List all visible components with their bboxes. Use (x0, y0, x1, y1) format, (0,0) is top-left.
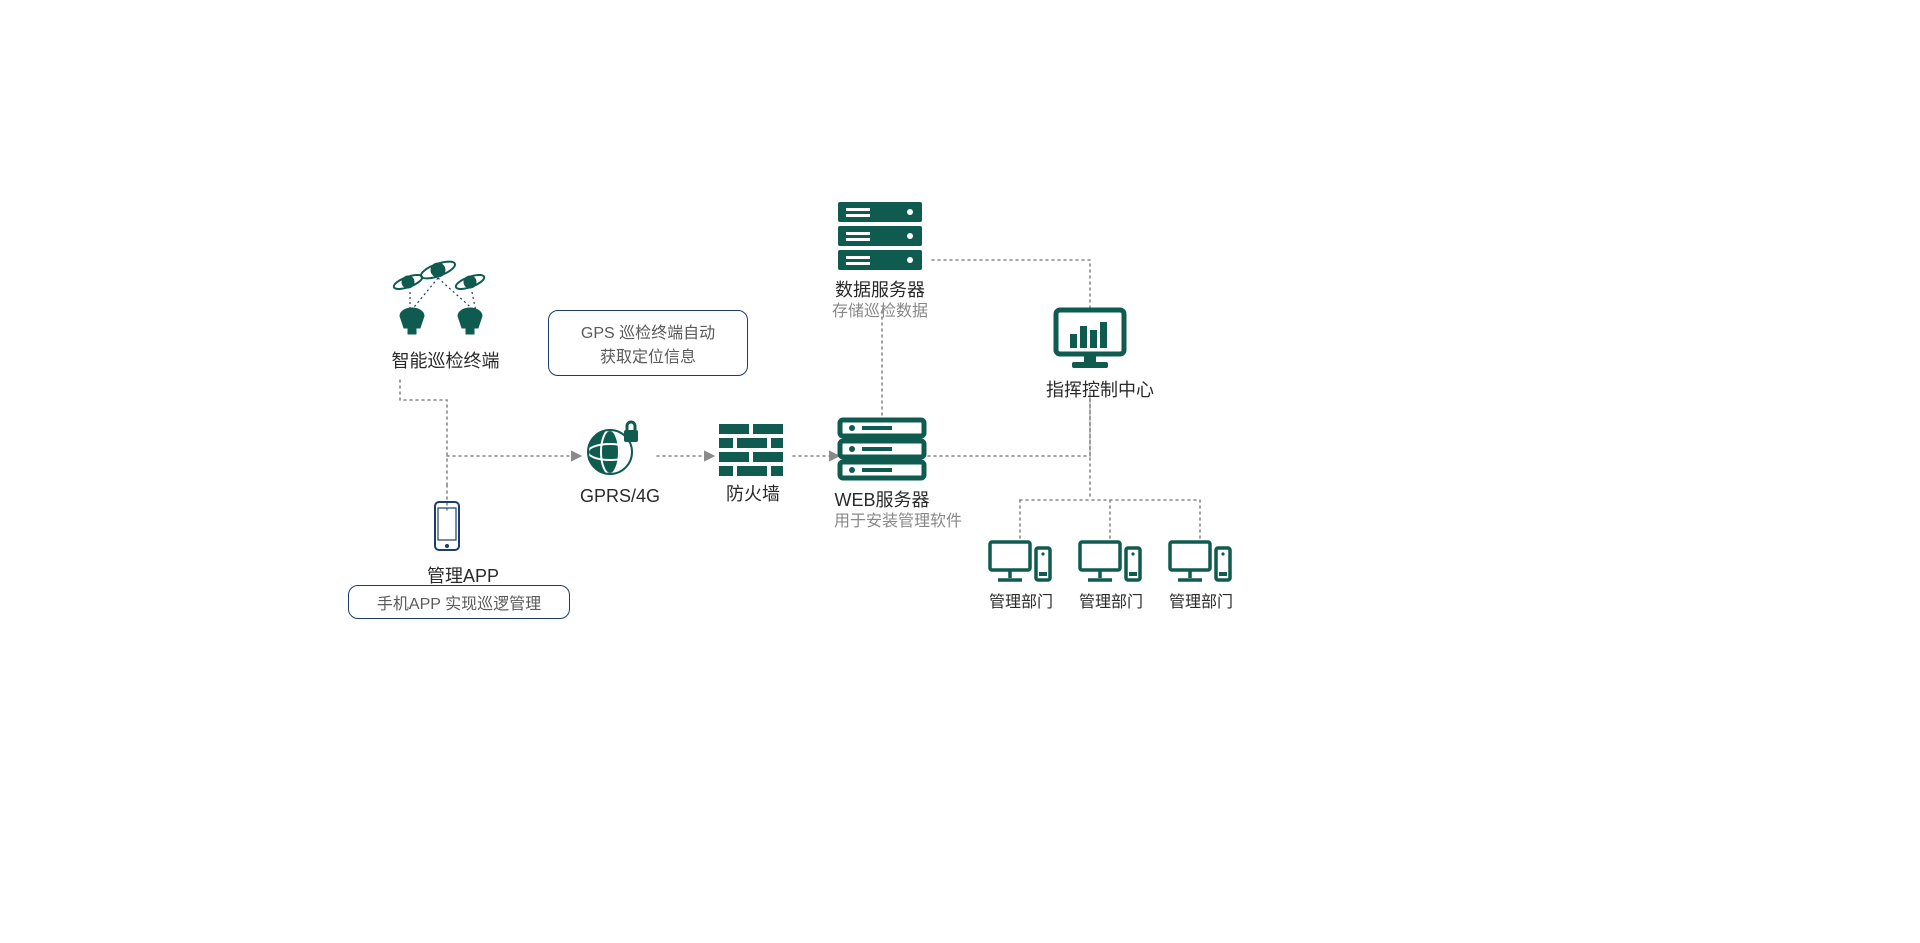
node-dept1: 管理部门 (986, 538, 1056, 614)
node-app: 管理APP (427, 500, 467, 588)
dept-icon (986, 538, 1056, 588)
firewall-label: 防火墙 (715, 483, 791, 506)
dept-icon (1166, 538, 1236, 588)
control-label: 指挥控制中心 (1046, 379, 1134, 402)
callout-gps: GPS 巡检终端自动 获取定位信息 (548, 310, 748, 376)
node-firewall: 防火墙 (715, 420, 791, 506)
edges-layer (0, 0, 1920, 943)
firewall-icon (715, 420, 791, 478)
callout-gps-line2: 获取定位信息 (563, 343, 733, 367)
terminal-label: 智能巡检终端 (388, 350, 503, 373)
diagram-stage: 智能巡检终端 GPS 巡检终端自动 获取定位信息 管理APP 手机APP 实现巡… (0, 0, 1920, 943)
data-sublabel: 存储巡检数据 (832, 302, 928, 323)
web-label: WEB服务器 (834, 489, 930, 512)
callout-app-line1: 手机APP 实现巡逻管理 (359, 590, 559, 614)
gprs-label: GPRS/4G (580, 485, 655, 508)
node-dept3: 管理部门 (1166, 538, 1236, 614)
globe-icon (580, 416, 655, 480)
callout-app: 手机APP 实现巡逻管理 (348, 585, 570, 619)
node-terminal: 智能巡检终端 (388, 250, 503, 373)
callout-gps-line1: GPS 巡检终端自动 (563, 319, 733, 343)
node-dept2: 管理部门 (1076, 538, 1146, 614)
dept1-label: 管理部门 (986, 593, 1056, 614)
control-icon (1046, 304, 1134, 374)
web-sublabel: 用于安装管理软件 (834, 512, 930, 533)
dept3-label: 管理部门 (1166, 593, 1236, 614)
node-control: 指挥控制中心 (1046, 304, 1134, 402)
web-server-icon (834, 414, 930, 484)
data-label: 数据服务器 (832, 279, 928, 302)
dept2-label: 管理部门 (1076, 593, 1146, 614)
data-server-icon (832, 198, 928, 274)
node-web: WEB服务器 用于安装管理软件 (834, 414, 930, 533)
phone-icon (427, 500, 467, 560)
node-data: 数据服务器 存储巡检数据 (832, 198, 928, 323)
terminal-icon (388, 250, 503, 345)
dept-icon (1076, 538, 1146, 588)
node-gprs: GPRS/4G (580, 416, 655, 508)
